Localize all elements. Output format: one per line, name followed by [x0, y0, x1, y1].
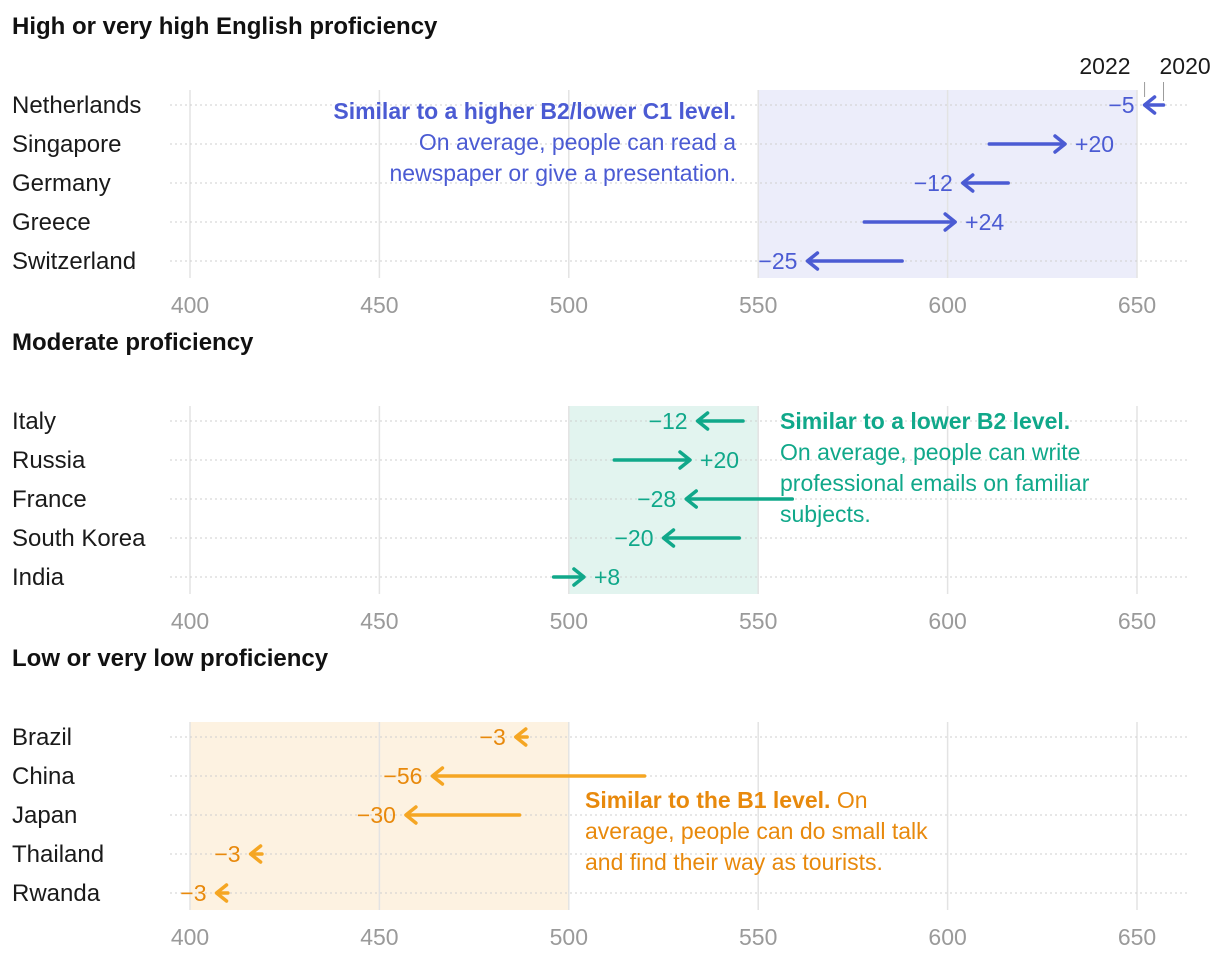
tick-label-450: 450 [360, 608, 398, 634]
tick-label-600: 600 [928, 608, 966, 634]
country-label: Italy [12, 408, 56, 435]
delta-label: +8 [594, 564, 620, 590]
country-label: France [12, 486, 87, 513]
panel-title-2: Moderate proficiency [12, 329, 254, 356]
country-label: China [12, 763, 75, 790]
country-label: Singapore [12, 131, 121, 158]
arrow-head [1053, 134, 1067, 154]
tick-label-500: 500 [550, 608, 588, 634]
delta-label: −28 [637, 486, 676, 512]
delta-label: −12 [649, 408, 688, 434]
delta-label: +20 [700, 447, 739, 473]
arrow-head [514, 727, 528, 747]
tick-label-400: 400 [171, 924, 209, 950]
note-panel-1-text: On average, people can read a newspaper … [389, 129, 737, 186]
note-panel-2: Similar to a lower B2 level. On average,… [780, 406, 1100, 530]
note-panel-2-bold: Similar to a lower B2 level. [780, 408, 1071, 434]
arrow-head [695, 411, 710, 431]
country-label: Brazil [12, 724, 72, 751]
panel-title-3: Low or very low proficiency [12, 645, 329, 672]
country-label: Greece [12, 209, 91, 236]
tick-label-650: 650 [1118, 608, 1156, 634]
delta-label: −20 [614, 525, 653, 551]
delta-label: −3 [214, 841, 240, 867]
delta-label: +20 [1075, 131, 1114, 157]
delta-label: +24 [965, 209, 1004, 235]
panel-title-1: High or very high English proficiency [12, 13, 438, 40]
arrow-head [214, 883, 229, 903]
note-panel-3: Similar to the B1 level. On average, peo… [585, 785, 930, 878]
tick-label-600: 600 [928, 924, 966, 950]
country-label: Netherlands [12, 92, 141, 119]
country-label: South Korea [12, 525, 146, 552]
note-panel-2-text: On average, people can write professiona… [780, 439, 1090, 527]
arrow-head [684, 489, 698, 509]
year-to-label: 2022 [1079, 53, 1130, 79]
year-from-label: 2020 [1160, 53, 1211, 79]
tick-label-550: 550 [739, 924, 777, 950]
arrow-head [661, 528, 676, 548]
tick-label-450: 450 [360, 292, 398, 318]
tick-label-400: 400 [171, 292, 209, 318]
arrow-head [961, 173, 975, 193]
country-label: Japan [12, 802, 77, 829]
delta-label: −12 [914, 170, 953, 196]
delta-label: −3 [480, 724, 506, 750]
tick-label-650: 650 [1118, 924, 1156, 950]
delta-label: −56 [383, 763, 422, 789]
delta-label: −3 [180, 880, 206, 906]
arrow-head [805, 251, 820, 271]
arrow-head [572, 567, 586, 587]
country-label: Switzerland [12, 248, 136, 275]
delta-label: −5 [1108, 92, 1134, 118]
tick-label-450: 450 [360, 924, 398, 950]
arrow-head [404, 805, 418, 825]
country-label: Germany [12, 170, 111, 197]
note-panel-1: Similar to a higher B2/lower C1 level. O… [330, 96, 736, 189]
arrow-head [943, 212, 957, 232]
arrow-head [678, 450, 692, 470]
country-label: India [12, 564, 65, 591]
tick-label-550: 550 [739, 292, 777, 318]
tick-label-400: 400 [171, 608, 209, 634]
arrow-head [248, 844, 263, 864]
tick-label-550: 550 [739, 608, 777, 634]
delta-label: −30 [357, 802, 396, 828]
tick-label-650: 650 [1118, 292, 1156, 318]
arrow-head [430, 766, 445, 786]
delta-label: −25 [758, 248, 797, 274]
country-label: Thailand [12, 841, 104, 868]
note-panel-1-bold: Similar to a higher B2/lower C1 level. [333, 98, 736, 124]
tick-label-500: 500 [550, 292, 588, 318]
tick-label-600: 600 [928, 292, 966, 318]
note-panel-3-bold: Similar to the B1 level. [585, 787, 831, 813]
country-label: Russia [12, 447, 86, 474]
tick-label-500: 500 [550, 924, 588, 950]
country-label: Rwanda [12, 880, 101, 907]
note-panel-3-text: On average, people can do small talk and… [585, 787, 928, 875]
arrow-head [1142, 95, 1157, 115]
